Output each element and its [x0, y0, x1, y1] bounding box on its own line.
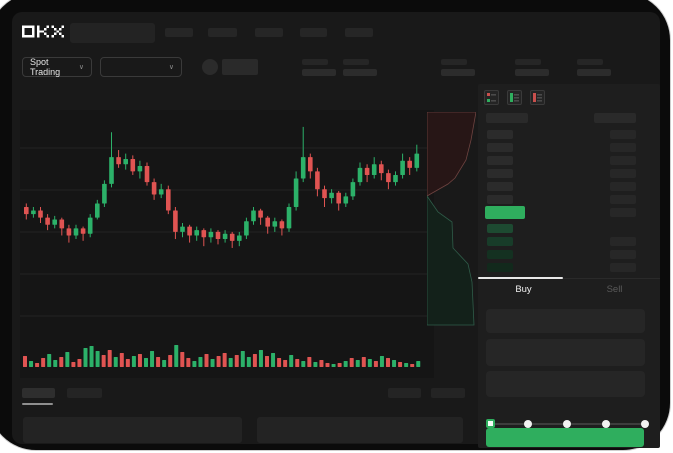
ask-price-placeholder[interactable] [487, 195, 513, 204]
orderbook-view-bids-icon[interactable] [507, 90, 522, 105]
stat-value-placeholder [577, 69, 611, 76]
bottom-tab-open-orders[interactable] [22, 388, 55, 398]
bid-amount-placeholder[interactable] [610, 263, 636, 272]
ask-amount-placeholder[interactable] [610, 182, 636, 191]
ask-amount-placeholder[interactable] [610, 143, 636, 152]
ask-price-placeholder[interactable] [487, 130, 513, 139]
stat-label-placeholder [577, 59, 603, 65]
bid-price-placeholder[interactable] [487, 224, 513, 233]
bottom-link-placeholder[interactable] [431, 388, 465, 398]
candles-layer [24, 126, 420, 248]
orderbook-price-header-placeholder [486, 113, 528, 123]
orderbook-trade-panel: Buy Sell [478, 84, 660, 448]
nav-search-placeholder[interactable] [70, 23, 155, 43]
ticker-stat [302, 59, 336, 76]
stat-value-placeholder [515, 69, 549, 76]
slider-stop[interactable] [641, 420, 649, 428]
market-type-label: Spot Trading [30, 57, 61, 77]
stat-label-placeholder [441, 59, 467, 65]
chart-toolbar: ∿∨▯∨∼∥⊙⊚⊡ [12, 88, 432, 179]
stat-value-placeholder [441, 69, 475, 76]
ask-price-placeholder[interactable] [487, 169, 513, 178]
ask-amount-placeholder[interactable] [610, 195, 636, 204]
slider-handle-active[interactable] [486, 419, 495, 428]
buy-button[interactable] [486, 428, 644, 447]
ticker-stat [343, 59, 377, 76]
stat-value-placeholder [343, 69, 377, 76]
okx-logo-icon [22, 25, 64, 38]
slider-stop[interactable] [563, 420, 571, 428]
depth-asks [426, 111, 477, 197]
bid-amount-placeholder[interactable] [610, 237, 636, 246]
ask-amount-placeholder[interactable] [610, 156, 636, 165]
ticker-stats [12, 12, 660, 82]
candlestick-chart[interactable] [20, 110, 434, 378]
ask-price-placeholder[interactable] [487, 182, 513, 191]
amount-percent-slider[interactable] [486, 417, 650, 431]
stat-label-placeholder [343, 59, 369, 65]
pair-dropdown[interactable]: ∨ [100, 57, 182, 77]
total-input-placeholder[interactable] [486, 371, 645, 397]
amount-input-placeholder[interactable] [486, 339, 645, 366]
orderbook-view-asks-icon[interactable] [530, 90, 545, 105]
nav-item[interactable] [300, 28, 327, 37]
ask-price-placeholder[interactable] [487, 156, 513, 165]
tab-buy[interactable]: Buy [515, 284, 532, 295]
orderbook-amount-header-placeholder [594, 113, 636, 123]
depth-bids [426, 194, 475, 326]
bid-price-placeholder[interactable] [487, 263, 513, 272]
ask-amount-placeholder[interactable] [610, 169, 636, 178]
bid-price-placeholder[interactable] [487, 250, 513, 259]
ticker-stat [441, 59, 475, 76]
okx-logo[interactable] [22, 24, 64, 40]
pair-name-placeholder [222, 59, 258, 75]
buy-tab-underline [478, 277, 563, 279]
ticker-stat [515, 59, 549, 76]
depth-canvas [426, 111, 477, 326]
trading-app-window: Spot Trading ∨ ∨ ∿∨▯∨∼∥⊙⊚⊡ [12, 12, 660, 448]
stat-label-placeholder [515, 59, 541, 65]
bid-price-placeholder[interactable] [487, 237, 513, 246]
ticker-stat [577, 59, 611, 76]
grid-layer [20, 147, 434, 317]
chart-canvas [20, 126, 434, 367]
bottom-active-tab-underline [22, 403, 53, 405]
bottom-tab-order-history[interactable] [67, 388, 102, 398]
stat-label-placeholder [302, 59, 328, 65]
bottom-link-placeholder[interactable] [388, 388, 421, 398]
tab-sell[interactable]: Sell [606, 284, 623, 295]
slider-stop[interactable] [602, 420, 610, 428]
nav-item[interactable] [345, 28, 373, 37]
chevron-down-icon: ∨ [168, 63, 174, 71]
stat-value-placeholder [302, 69, 336, 76]
nav-item[interactable] [255, 28, 283, 37]
orders-table-placeholder [257, 417, 463, 443]
depth-chart[interactable] [426, 111, 477, 326]
market-type-dropdown[interactable]: Spot Trading ∨ [22, 57, 92, 77]
orderbook-view-combined-icon[interactable] [484, 90, 499, 105]
last-price-highlight [485, 206, 525, 219]
chevron-down-icon: ∨ [78, 63, 84, 71]
slider-stop[interactable] [524, 420, 532, 428]
nav-item[interactable] [165, 28, 193, 37]
nav-items [12, 12, 660, 52]
ask-price-placeholder[interactable] [487, 143, 513, 152]
tabs-divider [478, 278, 660, 279]
orderbook-amount-placeholder [610, 208, 636, 217]
coin-avatar [202, 59, 218, 75]
orders-table-placeholder [23, 417, 242, 443]
bid-amount-placeholder[interactable] [610, 250, 636, 259]
price-input-placeholder[interactable] [486, 309, 645, 333]
volume-layer [23, 345, 421, 367]
ask-amount-placeholder[interactable] [610, 130, 636, 139]
nav-item[interactable] [208, 28, 237, 37]
